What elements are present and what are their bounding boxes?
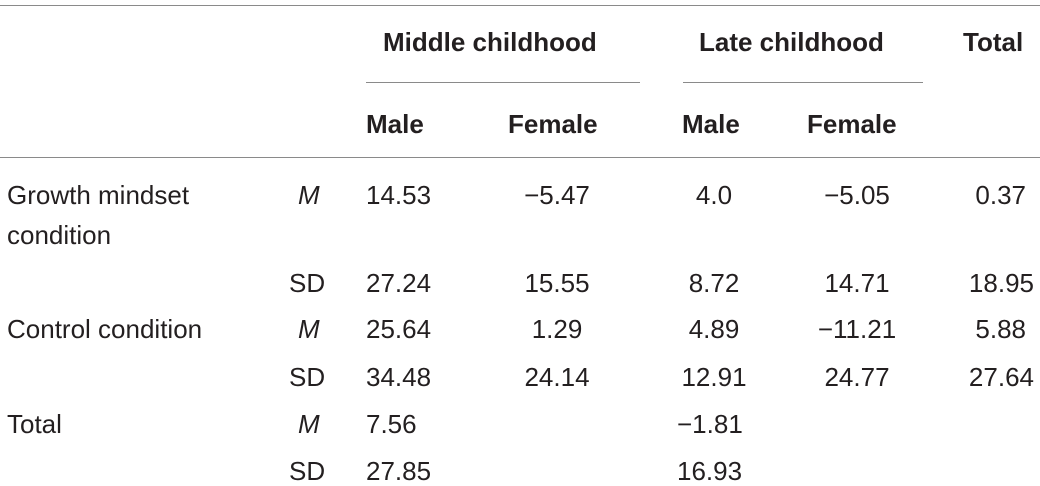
table-cell: 14.53 <box>366 180 432 210</box>
row-label: Growth mindset <box>7 180 190 210</box>
header-male-late: Male <box>682 109 740 139</box>
stat-label: M <box>298 180 320 210</box>
header-rule <box>0 157 1040 158</box>
header-female-middle: Female <box>508 109 598 139</box>
row-label: Control condition <box>7 314 203 344</box>
table-cell: 15.55 <box>524 268 590 298</box>
table-cell: 24.14 <box>524 362 590 392</box>
group2-underline <box>683 82 923 83</box>
table-cell: 0.37 <box>975 180 1026 210</box>
table-cell: −5.47 <box>524 180 590 210</box>
table-cell: 4.89 <box>688 314 740 344</box>
table-cell: 7.56 <box>366 409 417 439</box>
row-label: Total <box>7 409 62 439</box>
header-male-middle: Male <box>366 109 424 139</box>
table-cell: 14.71 <box>824 268 890 298</box>
table-cell: 34.48 <box>366 362 432 392</box>
table-cell: 12.91 <box>681 362 747 392</box>
table-cell: −5.05 <box>824 180 890 210</box>
stat-label: M <box>298 314 320 344</box>
table-cell: 27.85 <box>366 456 432 486</box>
stat-label: SD <box>289 362 326 392</box>
table-cell: 18.95 <box>968 268 1034 298</box>
table-cell: 16.93 <box>677 456 743 486</box>
table-cell: 25.64 <box>366 314 432 344</box>
table-cell: 24.77 <box>824 362 890 392</box>
row-label-continued: condition <box>7 220 112 250</box>
top-rule <box>0 5 1040 6</box>
table-cell: 27.24 <box>366 268 432 298</box>
stat-label: SD <box>289 268 326 298</box>
stat-label: SD <box>289 456 326 486</box>
table-cell: 27.64 <box>968 362 1034 392</box>
table-cell: 1.29 <box>531 314 583 344</box>
header-total: Total <box>963 27 1024 57</box>
header-female-late: Female <box>807 109 897 139</box>
table-cell: 8.72 <box>688 268 740 298</box>
header-late-childhood: Late childhood <box>699 27 884 57</box>
table-cell: −11.21 <box>817 314 897 344</box>
table-cell: 5.88 <box>975 314 1026 344</box>
table-cell: −1.81 <box>677 409 743 439</box>
table-cell: 4.0 <box>695 180 733 210</box>
header-middle-childhood: Middle childhood <box>383 27 597 57</box>
stat-label: M <box>298 409 320 439</box>
group1-underline <box>366 82 640 83</box>
